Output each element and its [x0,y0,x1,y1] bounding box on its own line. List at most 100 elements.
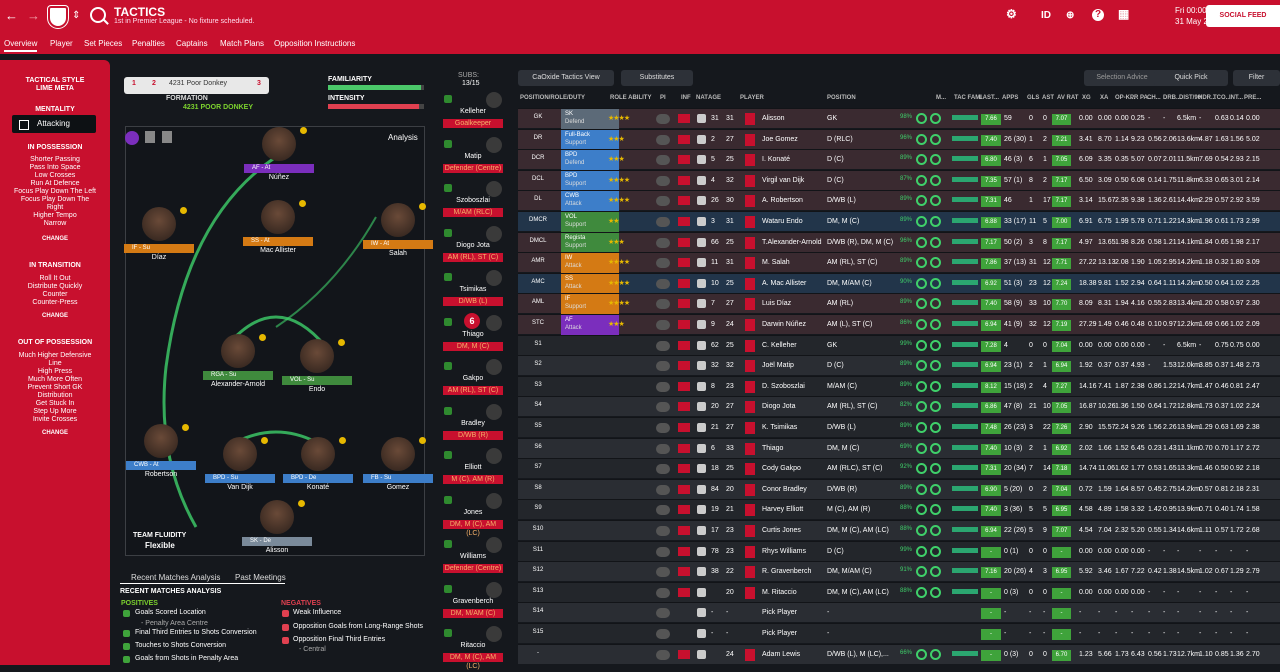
player-name[interactable]: Virgil van Dijk [762,176,805,184]
tab-player[interactable]: Player [50,39,73,48]
back-icon[interactable]: ← [5,8,18,23]
pitch-player[interactable]: BPD - De Konaté [283,437,353,509]
sub-player[interactable]: Kelleher Goalkeeper [440,92,506,138]
table-row[interactable]: DMCL Regista Support ★★★ 66 25 T.Alexander-Arn… [518,231,1280,253]
player-role[interactable]: VOL - Su [282,376,352,385]
sub-player[interactable]: Matip Defender (Centre) [440,136,506,183]
change-button[interactable]: CHANGE [41,236,68,242]
table-row[interactable]: S10 17 23 Curtis Jones DM, M (C), AM (LC) 88%… [518,520,1280,540]
filter-button[interactable]: Filter [1233,70,1280,86]
column-header[interactable]: INF [681,95,691,101]
globe-icon[interactable]: ⊕ [1066,10,1075,21]
player-name[interactable]: Pick Player [762,609,798,617]
role-select[interactable]: Full-Back Support [561,129,619,150]
table-row[interactable]: S6 6 33 Thiago DM, M (C) 69% 7.40 10 (3) 2 1 2.02 1… [518,437,1280,458]
column-header[interactable]: LAST... [979,95,1000,101]
sub-player[interactable]: Williams Defender (Centre) [440,537,506,583]
player-name[interactable]: Conor Bradley [762,485,807,493]
pitch-player[interactable]: SS - At Mac Allister [243,200,313,272]
sub-player[interactable]: Gravenberch DM, M/AM (C) [440,581,506,628]
search-icon[interactable] [90,7,106,23]
table-row[interactable]: STC AF Attack ★★★ 9 24 Darwin Núñez AM (L), ST … [518,314,1280,335]
table-row[interactable]: S11 78 23 Rhys Williams D (C) 99% -0 (1) 0 0 0.00… [518,540,1280,561]
formation-selector[interactable]: 1 2 4231 Poor Donkey 3 [124,77,269,94]
forward-icon[interactable]: → [27,8,40,23]
player-role[interactable]: CWB - At [126,461,196,470]
table-row[interactable]: AML IF Support ★★★★ 7 27 Luis Díaz AM (RL) 89% 7.… [518,293,1280,315]
player-name[interactable]: Wataru Endo [762,218,803,225]
change-button[interactable]: CHANGE [41,313,68,319]
sub-player[interactable]: Gakpo AM (RL), ST (C) [440,359,506,405]
notes-icon[interactable] [162,131,172,143]
player-name[interactable]: Luis Díaz [762,300,792,308]
sub-player[interactable]: Jones DM, M (C), AM (LC) [440,492,506,539]
column-header[interactable]: PRE... [1244,95,1262,101]
table-row[interactable]: DR Full-Back Support ★★★ 2 27 Joe Gomez D (RLC)… [518,128,1280,150]
player-name[interactable]: Joe Gomez [762,135,798,143]
pitch-player[interactable]: VOL - Su Endo [282,339,352,411]
player-name[interactable]: I. Konaté [762,156,791,164]
table-row[interactable]: DCL BPD Support ★★★★ 4 32 Virgil van Dijk D (C)… [518,169,1280,191]
tactical-style-value[interactable]: LIME META [36,85,74,92]
role-select[interactable]: IF Support [561,294,619,315]
column-header[interactable]: AV RAT [1057,95,1079,101]
role-select[interactable]: SS Attack [561,273,619,294]
tab-match-plans[interactable]: Match Plans [220,39,265,48]
sub-player[interactable]: Thiago DM, M (C) 6 [440,312,506,361]
column-header[interactable]: INT... [1229,95,1244,101]
info-icon[interactable] [125,131,139,145]
change-button[interactable]: CHANGE [41,430,68,436]
pitch-player[interactable]: BPD - Su Van Dijk [205,437,275,509]
sub-player[interactable]: Tsimikas D/WB (L) [440,270,506,316]
player-name[interactable]: R. Gravenberch [762,568,812,576]
tab-past-meetings[interactable]: Past Meetings [235,573,286,582]
pitch-player[interactable]: FB - Su Gomez [363,437,433,509]
player-name[interactable]: Joël Matip [762,362,794,370]
pitch-player[interactable]: IF - Su Díaz [124,207,194,279]
column-header[interactable]: PLAYER [740,95,764,101]
pitch-player[interactable]: CWB - At Robertson [126,424,196,496]
table-row[interactable]: S13 20 M. Ritaccio DM, M (C), AM (LC) 88% -0 … [518,581,1280,602]
tactic-slot-1[interactable]: 1 [132,80,136,87]
player-name[interactable]: Rhys Williams [762,547,806,555]
stats-icon[interactable] [145,131,155,143]
player-name[interactable]: Curtis Jones [762,527,801,534]
table-row[interactable]: S4 20 27 Diogo Jota AM (RL), ST (C) 82% 6.86 47… [518,396,1280,417]
column-header[interactable]: XA [1100,95,1109,101]
pitch-player[interactable]: IW - At Salah [363,203,433,275]
player-role[interactable]: BPD - Su [205,474,275,483]
pitch-player[interactable]: AF - At Núñez [244,127,314,199]
tactic-slot-2[interactable]: 2 [152,80,156,87]
player-name[interactable]: A. Mac Allister [762,279,807,287]
role-select[interactable]: BPD Defend [561,150,619,171]
role-select[interactable]: SK Defend [561,109,619,129]
sub-player[interactable]: Diogo Jota AM (RL), ST (C) [440,225,506,272]
table-row[interactable]: S7 18 25 Cody Gakpo AM (RLC), ST (C) 92% 7.31 2… [518,458,1280,479]
table-row[interactable]: S8 84 20 Conor Bradley D/WB (R) 89% 6.90 5 (20)… [518,478,1280,499]
role-select[interactable]: Regista Support [561,232,619,253]
sub-player[interactable]: Elliott M (C), AM (R) [440,448,506,494]
tactic-slot-3[interactable]: 3 [257,80,261,87]
column-header[interactable]: GLS [1027,95,1040,101]
settings-icon[interactable]: ⚙ [1006,7,1017,21]
player-name[interactable]: K. Tsimikas [762,424,798,431]
player-role[interactable]: IW - At [363,240,433,249]
help-icon[interactable]: ? [1092,9,1104,21]
tab-set-pieces[interactable]: Set Pieces [84,39,123,48]
column-header[interactable]: POSITION [827,95,856,101]
player-name[interactable]: M. Ritaccio [762,588,797,596]
column-header[interactable]: TCO... [1213,95,1231,101]
player-name[interactable]: Adam Lewis [762,650,801,658]
substitutes-button[interactable]: Substitutes [621,70,693,86]
table-row[interactable]: AMR IW Attack ★★★★ 11 31 M. Salah AM (RL), ST (… [518,252,1280,274]
column-header[interactable]: XG [1082,95,1091,101]
player-role[interactable]: IF - Su [124,244,194,253]
column-header[interactable]: AGE [708,95,722,101]
table-row[interactable]: S1 62 25 C. Kelleher GK 99% 7.28 4 0 0 0.00 0.00 0.0… [518,334,1280,355]
player-role[interactable]: SK - De [242,537,312,546]
column-header[interactable]: ROLE ABILITY [610,95,652,101]
tab-overview[interactable]: Overview [4,39,38,52]
table-row[interactable]: -24 Adam Lewis D/WB (L), M (LC),... 66% -0 (… [518,643,1280,664]
sub-player[interactable]: Bradley D/WB (R) [440,403,506,450]
table-row[interactable]: GK SK Defend ★★★★ 31 31 Alisson GK 98% 7.66 59 0 0 0.… [518,108,1280,129]
